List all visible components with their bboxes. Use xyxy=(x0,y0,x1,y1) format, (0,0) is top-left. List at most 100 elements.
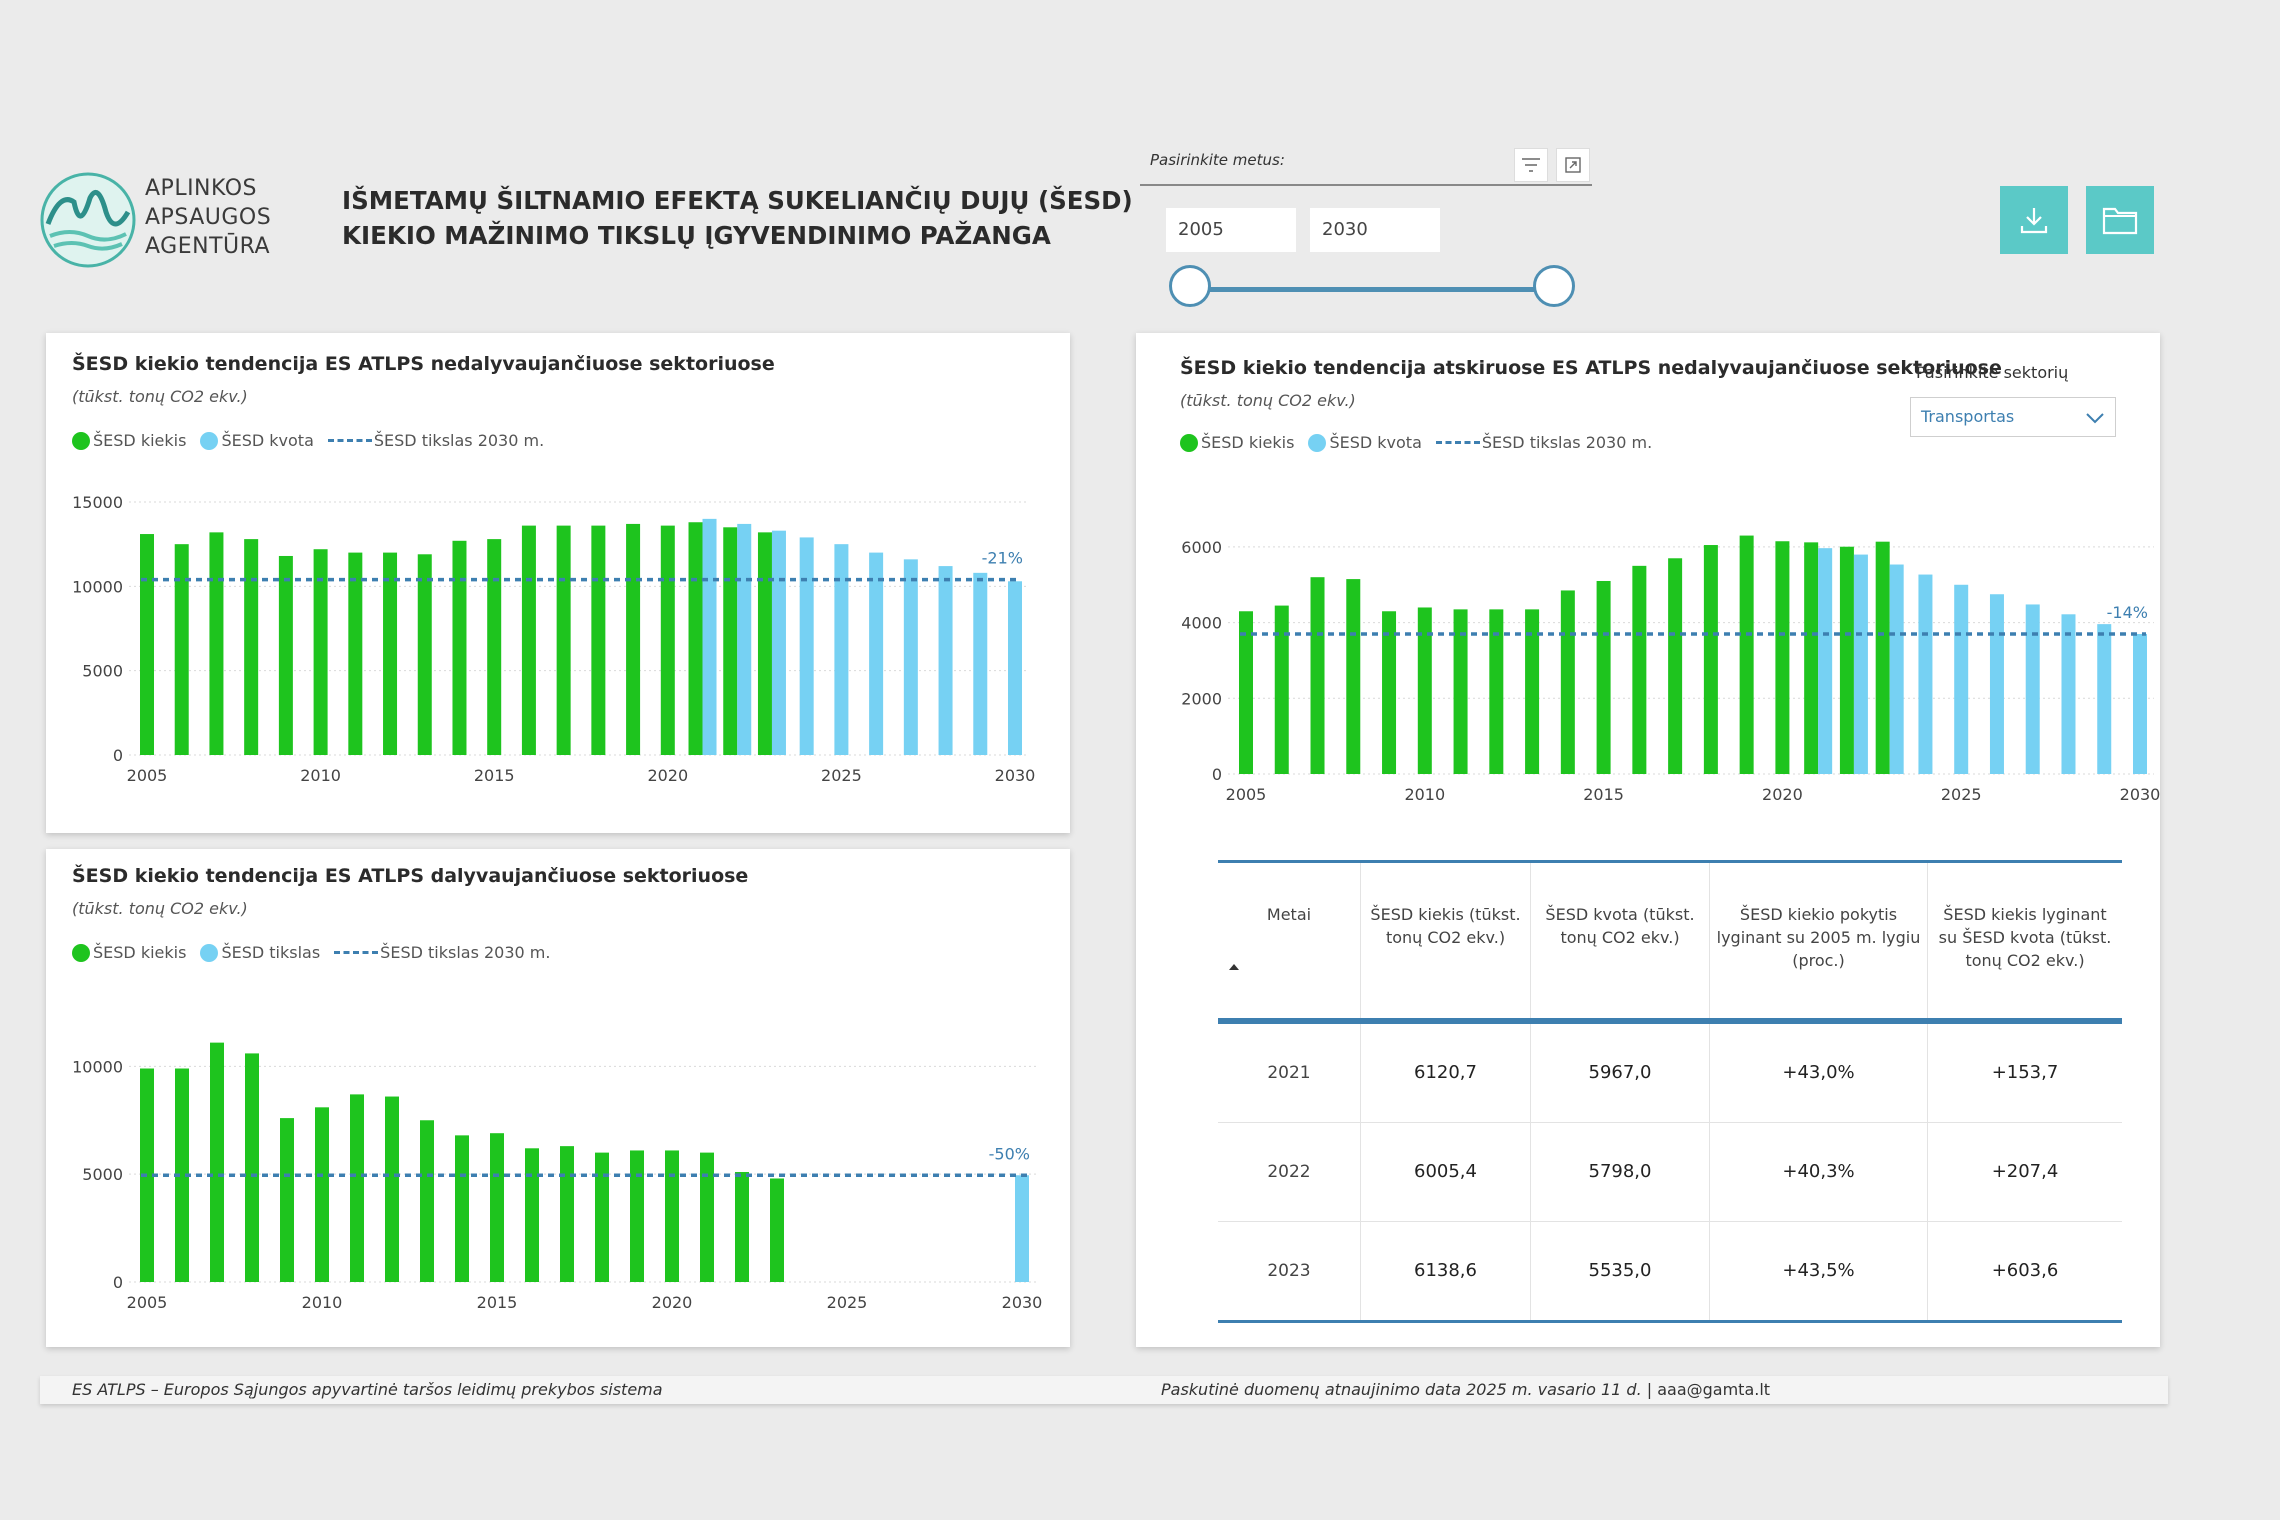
bar-emission-2020[interactable] xyxy=(660,525,675,755)
bar-emission-2016[interactable] xyxy=(1632,565,1647,774)
bar-emission-2013[interactable] xyxy=(417,554,432,755)
bar-quota-2030[interactable] xyxy=(2133,633,2147,774)
year-to-input[interactable]: 2030 xyxy=(1310,208,1440,252)
bar-emission-2016[interactable] xyxy=(521,525,536,755)
legend-quota[interactable]: ŠESD kvota xyxy=(200,431,314,450)
bar-emission-2014[interactable] xyxy=(1560,590,1575,774)
bar-quota-2030[interactable] xyxy=(1015,1175,1029,1282)
bar-emission-2015[interactable] xyxy=(1596,580,1611,774)
legend-emission[interactable]: ŠESD kiekis xyxy=(72,943,186,962)
bar-emission-2018[interactable] xyxy=(591,525,606,755)
bar-quota-2029[interactable] xyxy=(973,572,988,755)
bar-emission-2008[interactable] xyxy=(1346,579,1361,774)
column-header-emission[interactable]: ŠESD kiekis (tūkst. tonų CO2 ekv.) xyxy=(1361,863,1531,1018)
bar-emission-2022[interactable] xyxy=(723,527,738,755)
bar-emission-2006[interactable] xyxy=(1274,605,1289,774)
open-folder-button[interactable] xyxy=(2086,186,2154,254)
bar-emission-2012[interactable] xyxy=(385,1096,399,1282)
legend-quota[interactable]: ŠESD kvota xyxy=(1308,433,1422,452)
bar-emission-2018[interactable] xyxy=(1703,545,1718,774)
bar-emission-2008[interactable] xyxy=(245,1053,259,1282)
bar-emission-2019[interactable] xyxy=(630,1150,644,1282)
bar-emission-2017[interactable] xyxy=(560,1146,574,1282)
sector-dropdown[interactable]: Transportas xyxy=(1910,397,2116,437)
legend-target[interactable]: ŠESD tikslas 2030 m. xyxy=(327,431,544,450)
bar-emission-2010[interactable] xyxy=(315,1107,329,1282)
column-header-year[interactable]: Metai xyxy=(1218,863,1361,1018)
bar-emission-2007[interactable] xyxy=(209,532,224,755)
bar-emission-2009[interactable] xyxy=(280,1118,294,1282)
focus-mode-icon[interactable] xyxy=(1556,148,1590,182)
bar-emission-2005[interactable] xyxy=(1239,611,1253,774)
bar-emission-2012[interactable] xyxy=(383,552,398,755)
bar-quota-2028[interactable] xyxy=(938,566,953,755)
bar-emission-2008[interactable] xyxy=(244,539,259,755)
bar-quota-2021[interactable] xyxy=(702,518,717,755)
legend-target[interactable]: ŠESD tikslas xyxy=(200,943,320,962)
bar-emission-2006[interactable] xyxy=(174,544,189,755)
bar-quota-2023[interactable] xyxy=(771,530,786,755)
bar-quota-2027[interactable] xyxy=(903,559,918,755)
bar-emission-2009[interactable] xyxy=(278,555,293,755)
bar-emission-2019[interactable] xyxy=(626,523,641,755)
bar-emission-2011[interactable] xyxy=(1453,609,1468,774)
bar-emission-2015[interactable] xyxy=(490,1133,504,1282)
bar-quota-2025[interactable] xyxy=(1954,584,1969,774)
bar-emission-2014[interactable] xyxy=(455,1135,469,1282)
bar-quota-2029[interactable] xyxy=(2097,624,2112,774)
bar-emission-2023[interactable] xyxy=(770,1178,784,1282)
bar-emission-2014[interactable] xyxy=(452,540,467,755)
bar-emission-2022[interactable] xyxy=(735,1172,749,1282)
legend-emission[interactable]: ŠESD kiekis xyxy=(1180,433,1294,452)
bar-emission-2021[interactable] xyxy=(688,522,703,755)
bar-quota-2027[interactable] xyxy=(2025,604,2040,774)
bar-quota-2028[interactable] xyxy=(2061,614,2076,774)
bar-emission-2023[interactable] xyxy=(757,532,772,755)
bar-emission-2007[interactable] xyxy=(210,1042,224,1282)
legend-target[interactable]: ŠESD tikslas 2030 m. xyxy=(1435,433,1652,452)
bar-emission-2013[interactable] xyxy=(1525,609,1540,774)
year-from-input[interactable]: 2005 xyxy=(1166,208,1296,252)
column-header-change[interactable]: ŠESD kiekio pokytis lyginant su 2005 m. … xyxy=(1710,863,1928,1018)
bar-emission-2018[interactable] xyxy=(595,1152,609,1282)
bar-emission-2005[interactable] xyxy=(140,534,154,755)
bar-quota-2024[interactable] xyxy=(799,537,814,755)
bar-quota-2023[interactable] xyxy=(1889,564,1904,774)
bar-emission-2011[interactable] xyxy=(348,552,363,755)
bar-emission-2011[interactable] xyxy=(350,1094,364,1282)
bar-emission-2007[interactable] xyxy=(1310,577,1325,774)
bar-quota-2025[interactable] xyxy=(834,544,849,755)
bar-emission-2017[interactable] xyxy=(1668,558,1683,774)
bar-emission-2009[interactable] xyxy=(1382,611,1397,774)
legend-target-2030[interactable]: ŠESD tikslas 2030 m. xyxy=(334,943,550,962)
bar-emission-2017[interactable] xyxy=(556,525,571,755)
bar-emission-2020[interactable] xyxy=(1775,541,1790,774)
bar-emission-2015[interactable] xyxy=(487,539,502,755)
bar-quota-2030[interactable] xyxy=(1008,581,1022,755)
legend-emission[interactable]: ŠESD kiekis xyxy=(72,431,186,450)
footer-email-link[interactable]: aaa@gamta.lt xyxy=(1657,1380,1771,1399)
bar-quota-2026[interactable] xyxy=(869,552,884,755)
column-header-vs-quota[interactable]: ŠESD kiekis lyginant su ŠESD kvota (tūks… xyxy=(1938,905,2112,970)
bar-emission-2019[interactable] xyxy=(1739,535,1754,774)
download-button[interactable] xyxy=(2000,186,2068,254)
year-slider-start-handle[interactable] xyxy=(1169,265,1211,307)
bar-emission-2013[interactable] xyxy=(420,1120,434,1282)
bar-emission-2010[interactable] xyxy=(313,549,328,755)
bar-emission-2021[interactable] xyxy=(1804,542,1819,774)
bar-emission-2022[interactable] xyxy=(1839,546,1854,774)
filter-icon[interactable] xyxy=(1514,148,1548,182)
bar-emission-2006[interactable] xyxy=(175,1068,189,1282)
bar-quota-2022[interactable] xyxy=(1853,554,1868,774)
bar-quota-2021[interactable] xyxy=(1818,548,1833,774)
column-header-quota[interactable]: ŠESD kvota (tūkst. tonų CO2 ekv.) xyxy=(1531,863,1710,1018)
bar-emission-2021[interactable] xyxy=(700,1152,714,1282)
year-range-slider[interactable] xyxy=(1190,287,1554,292)
bar-quota-2024[interactable] xyxy=(1918,574,1933,774)
bar-emission-2020[interactable] xyxy=(665,1150,679,1282)
bar-quota-2026[interactable] xyxy=(1989,594,2004,774)
bar-emission-2023[interactable] xyxy=(1875,541,1890,774)
bar-quota-2022[interactable] xyxy=(737,523,752,755)
bar-emission-2016[interactable] xyxy=(525,1148,539,1282)
year-slider-end-handle[interactable] xyxy=(1533,265,1575,307)
